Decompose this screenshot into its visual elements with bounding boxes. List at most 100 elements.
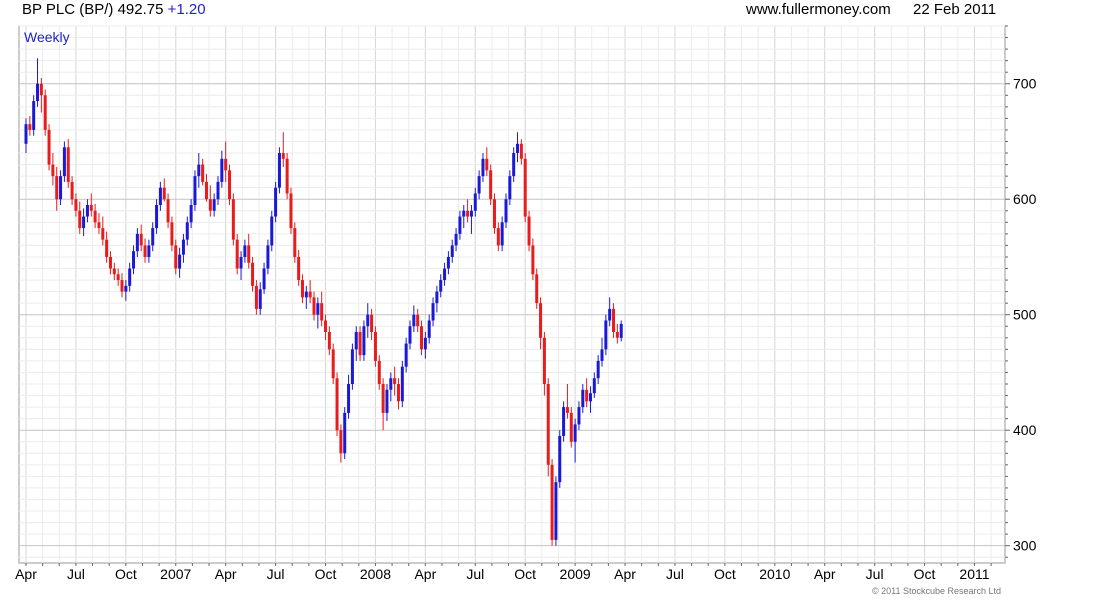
- candle-body: [412, 314, 416, 327]
- candle-body: [619, 323, 623, 338]
- candle-body: [239, 256, 243, 269]
- candle-body: [615, 332, 619, 338]
- candle-body: [39, 83, 43, 96]
- candle-body: [596, 360, 600, 379]
- candle-body: [523, 158, 527, 217]
- candle-body: [204, 181, 208, 200]
- candle-body: [462, 210, 466, 217]
- candle-body: [473, 193, 477, 211]
- candle-body: [535, 274, 539, 304]
- candle-body: [496, 228, 500, 246]
- candle-body: [228, 170, 232, 200]
- candle-body: [289, 193, 293, 229]
- candle-body: [147, 245, 151, 257]
- candle-body: [59, 176, 63, 200]
- candle-body: [212, 199, 216, 211]
- candle-body: [404, 343, 408, 367]
- candle-body: [485, 158, 489, 171]
- candle-body: [128, 268, 132, 286]
- candle-body: [105, 239, 109, 257]
- x-tick-label: Apr: [15, 566, 37, 582]
- candle-body: [181, 239, 185, 255]
- candle-body: [277, 153, 281, 188]
- candle-body: [446, 256, 450, 269]
- candle-body: [324, 320, 328, 333]
- x-tick-label: Apr: [414, 566, 436, 582]
- candle-body: [542, 337, 546, 384]
- candle-body: [408, 326, 412, 344]
- candle-body: [89, 205, 93, 211]
- candle-body: [350, 349, 354, 384]
- candle-body: [335, 378, 339, 431]
- candle-body: [220, 158, 224, 182]
- candle-body: [331, 349, 335, 379]
- candle-body: [512, 153, 516, 177]
- candle-body: [108, 256, 112, 269]
- candle-body: [327, 332, 331, 350]
- candle-body: [82, 216, 86, 229]
- candle-body: [208, 199, 212, 211]
- y-tick-label: 600: [1013, 191, 1037, 207]
- candle-body: [320, 303, 324, 321]
- candle-body: [32, 101, 36, 130]
- x-tick-label: 2011: [959, 566, 989, 582]
- candle-body: [243, 245, 247, 257]
- x-tick-label: Jul: [866, 566, 884, 582]
- candle-body: [466, 210, 470, 217]
- candle-body: [600, 349, 604, 361]
- candle-body: [439, 280, 443, 292]
- candle-body: [93, 210, 97, 223]
- candle-body: [400, 366, 404, 402]
- candle-body: [339, 430, 343, 454]
- ticker-price-label: BP PLC (BP/) 492.75: [22, 1, 164, 18]
- candle-body: [393, 378, 397, 384]
- candle-body: [469, 210, 473, 217]
- candle-body: [47, 129, 51, 165]
- candle-body: [193, 176, 197, 205]
- candle-body: [362, 326, 366, 356]
- x-tick-label: Jul: [267, 566, 285, 582]
- candle-body: [224, 158, 228, 171]
- candle-body: [308, 291, 312, 298]
- candle-body: [178, 254, 182, 269]
- candle-body: [366, 314, 370, 327]
- candle-body: [558, 435, 562, 483]
- candle-body: [78, 210, 82, 229]
- candle-body: [316, 303, 320, 315]
- candle-body: [62, 147, 66, 177]
- candle-body: [500, 222, 504, 246]
- candle-body: [454, 233, 458, 246]
- candle-body: [416, 314, 420, 327]
- candle-body: [562, 407, 566, 436]
- candle-body: [531, 245, 535, 275]
- period-label: Weekly: [24, 29, 70, 45]
- candle-body: [569, 412, 573, 442]
- candle-body: [377, 360, 381, 384]
- candle-body: [120, 280, 124, 292]
- candle-body: [370, 314, 374, 333]
- candle-body: [604, 320, 608, 350]
- candle-body: [396, 384, 400, 402]
- candle-body: [216, 181, 220, 200]
- candle-body: [592, 378, 596, 394]
- x-tick-label: 2007: [160, 566, 191, 582]
- x-axis: Apr Jul Oct 2007 Apr Jul Oct 2008 Apr Jul Oct 2009 A…: [15, 563, 992, 582]
- candle-body: [347, 384, 351, 413]
- x-tick-label: Apr: [215, 566, 237, 582]
- candle-body: [124, 285, 128, 292]
- candle-body: [139, 233, 143, 246]
- candle-body: [608, 308, 612, 321]
- candle-body: [262, 268, 266, 290]
- candle-body: [385, 389, 389, 413]
- vertical-gridlines: [25, 26, 992, 563]
- candle-body: [492, 199, 496, 229]
- x-tick-label: Oct: [714, 566, 736, 582]
- candle-body: [450, 245, 454, 257]
- y-tick-label: 400: [1013, 422, 1037, 438]
- candle-body: [36, 83, 40, 102]
- y-axis: 300 400 500 600 700: [1005, 25, 1037, 558]
- x-tick-label: Jul: [666, 566, 684, 582]
- candle-body: [189, 205, 193, 223]
- candle-body: [297, 256, 301, 281]
